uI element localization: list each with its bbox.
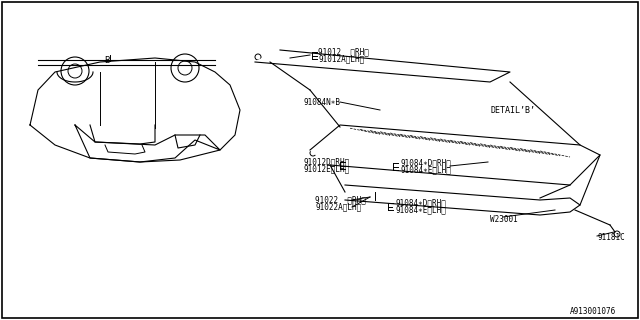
Bar [490, 162, 505, 169]
Polygon shape [255, 50, 510, 82]
Text: 91084∗D〈RH〉: 91084∗D〈RH〉 [400, 158, 451, 167]
Text: 91084∗E〈LH〉: 91084∗E〈LH〉 [395, 205, 446, 214]
Text: 91012  〈RH〉: 91012 〈RH〉 [318, 47, 369, 57]
Text: 91181C: 91181C [598, 234, 626, 243]
Polygon shape [310, 125, 600, 185]
Text: 91084∗D〈RH〉: 91084∗D〈RH〉 [395, 198, 446, 207]
Text: 91084N∗B: 91084N∗B [303, 98, 340, 107]
Text: 91012D〈RH〉: 91012D〈RH〉 [303, 157, 349, 166]
Text: A913001076: A913001076 [570, 308, 616, 316]
Text: 91084∗E〈LH〉: 91084∗E〈LH〉 [400, 165, 451, 174]
Bar [490, 154, 505, 161]
Text: W23001: W23001 [490, 215, 518, 225]
Bar [548, 204, 563, 211]
Text: B: B [104, 55, 109, 65]
Text: 91022A〈LH〉: 91022A〈LH〉 [315, 203, 361, 212]
Text: DETAIL’B’: DETAIL’B’ [490, 106, 535, 115]
Text: 91022  〈RH〉: 91022 〈RH〉 [315, 196, 366, 204]
Text: 91012A〈LH〉: 91012A〈LH〉 [318, 54, 364, 63]
Text: 91012E〈LH〉: 91012E〈LH〉 [303, 164, 349, 173]
Polygon shape [345, 185, 580, 215]
